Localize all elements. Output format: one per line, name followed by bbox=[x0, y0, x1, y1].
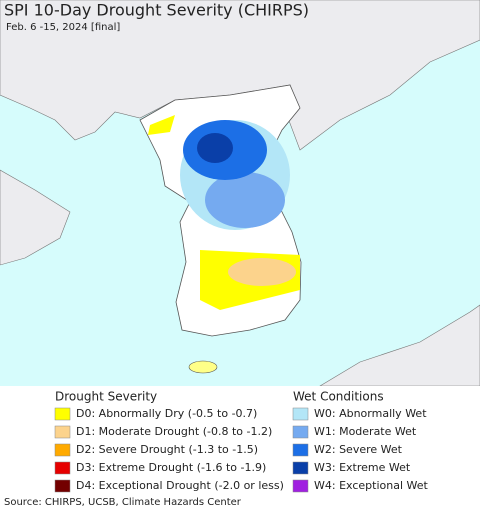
legend-swatch bbox=[54, 479, 71, 493]
legend-label: W3: Extreme Wet bbox=[314, 461, 411, 474]
legend-swatch bbox=[292, 479, 309, 493]
jeju bbox=[188, 360, 218, 374]
legend-label: W2: Severe Wet bbox=[314, 443, 403, 456]
d1-area bbox=[228, 258, 296, 286]
legend-swatch bbox=[54, 443, 71, 457]
legend-label: D0: Abnormally Dry (-0.5 to -0.7) bbox=[76, 407, 257, 420]
legend-title: Drought Severity bbox=[55, 390, 157, 404]
w3-area bbox=[197, 133, 233, 163]
legend-title: Wet Conditions bbox=[293, 390, 384, 404]
legend-swatch bbox=[54, 461, 71, 475]
title: SPI 10-Day Drought Severity (CHIRPS) bbox=[4, 1, 309, 20]
source: Source: CHIRPS, UCSB, Climate Hazards Ce… bbox=[4, 497, 242, 508]
legend-label: D2: Severe Drought (-1.3 to -1.5) bbox=[76, 443, 258, 456]
legend-swatch bbox=[292, 443, 309, 457]
japan bbox=[318, 304, 480, 387]
legend-label: W4: Exceptional Wet bbox=[314, 479, 429, 492]
legend: D0: Abnormally Dry (-0.5 to -0.7) D1: Mod… bbox=[54, 407, 429, 493]
legend-swatch bbox=[54, 407, 71, 421]
legend-label: W0: Abnormally Wet bbox=[314, 407, 427, 420]
legend-label: D1: Moderate Drought (-0.8 to -1.2) bbox=[76, 425, 272, 438]
d0-north bbox=[148, 115, 175, 135]
legend-swatch bbox=[292, 407, 309, 421]
legend-swatch bbox=[54, 425, 71, 439]
legend-background bbox=[0, 386, 480, 510]
w1-area bbox=[205, 172, 285, 228]
legend-swatch bbox=[292, 461, 309, 475]
legend-label: D4: Exceptional Drought (-2.0 or less) bbox=[76, 479, 284, 492]
subtitle: Feb. 6 -15, 2024 [final] bbox=[6, 22, 120, 33]
legend-label: W1: Moderate Wet bbox=[314, 425, 417, 438]
legend-swatch bbox=[292, 425, 309, 439]
shandong bbox=[0, 169, 71, 266]
legend-label: D3: Extreme Drought (-1.6 to -1.9) bbox=[76, 461, 266, 474]
